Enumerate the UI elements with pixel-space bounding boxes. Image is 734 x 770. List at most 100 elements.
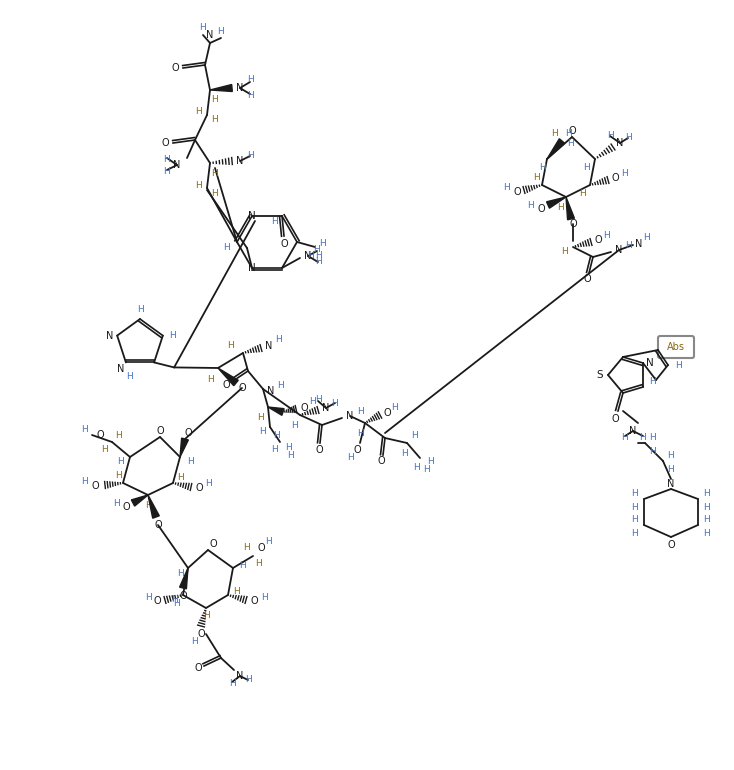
Polygon shape: [566, 197, 575, 219]
Text: H: H: [217, 28, 225, 36]
Polygon shape: [210, 85, 233, 92]
Text: N: N: [305, 251, 312, 261]
Text: O: O: [239, 383, 246, 393]
Text: H: H: [558, 203, 564, 212]
Text: H: H: [244, 675, 251, 685]
Text: H: H: [632, 503, 639, 511]
Text: O: O: [383, 408, 390, 418]
Text: H: H: [310, 397, 316, 407]
Text: H: H: [308, 252, 314, 260]
Text: H: H: [704, 528, 711, 537]
Text: H: H: [625, 132, 631, 142]
Text: O: O: [595, 235, 602, 245]
Text: H: H: [534, 172, 540, 182]
Text: H: H: [625, 240, 631, 249]
Text: O: O: [513, 187, 521, 197]
Text: H: H: [319, 239, 327, 249]
Text: H: H: [186, 457, 193, 467]
Text: H: H: [346, 453, 353, 461]
Text: H: H: [258, 427, 266, 437]
Text: H: H: [81, 477, 88, 486]
Text: O: O: [257, 543, 265, 553]
Text: H: H: [668, 451, 675, 460]
Text: H: H: [315, 257, 321, 266]
Text: H: H: [257, 413, 264, 421]
Text: N: N: [667, 479, 675, 489]
Text: O: O: [377, 456, 385, 466]
Text: H: H: [211, 169, 219, 178]
Text: H: H: [313, 246, 320, 254]
Text: H: H: [207, 376, 214, 384]
Text: H: H: [191, 637, 197, 645]
Text: H: H: [117, 457, 123, 467]
Text: H: H: [211, 189, 217, 199]
Text: H: H: [145, 500, 151, 510]
Text: H: H: [562, 247, 568, 256]
Text: O: O: [154, 520, 161, 530]
Text: H: H: [675, 360, 681, 370]
Text: H: H: [622, 169, 628, 178]
Text: O: O: [280, 239, 288, 249]
Text: O: O: [195, 483, 203, 493]
Text: H: H: [426, 457, 433, 466]
Polygon shape: [148, 495, 159, 518]
Text: H: H: [528, 200, 534, 209]
Text: H: H: [164, 156, 170, 165]
Text: N: N: [248, 211, 256, 221]
Text: H: H: [244, 544, 250, 553]
Text: H: H: [578, 189, 586, 197]
Text: H: H: [704, 503, 711, 511]
Text: H: H: [196, 108, 203, 116]
Text: H: H: [603, 230, 609, 239]
Text: H: H: [632, 528, 639, 537]
Text: O: O: [156, 426, 164, 436]
Text: H: H: [315, 396, 321, 404]
Text: N: N: [236, 671, 244, 681]
Text: H: H: [567, 139, 575, 148]
Text: H: H: [606, 130, 614, 139]
Text: H: H: [203, 611, 209, 621]
Polygon shape: [547, 197, 566, 208]
Text: H: H: [277, 380, 283, 390]
Text: H: H: [401, 448, 408, 457]
Text: H: H: [228, 678, 236, 688]
Text: H: H: [196, 182, 203, 190]
Text: H: H: [233, 588, 239, 597]
Text: H: H: [291, 420, 299, 430]
Text: N: N: [173, 160, 181, 170]
Text: N: N: [117, 364, 125, 374]
Text: H: H: [247, 150, 253, 159]
Text: H: H: [115, 430, 121, 440]
Text: H: H: [81, 424, 87, 434]
Text: H: H: [639, 433, 647, 441]
Text: H: H: [239, 561, 247, 570]
Text: H: H: [286, 451, 294, 460]
Text: N: N: [248, 263, 256, 273]
Text: H: H: [316, 250, 322, 259]
Text: H: H: [101, 444, 109, 454]
Text: H: H: [650, 377, 656, 387]
Text: N: N: [236, 83, 244, 93]
Polygon shape: [547, 139, 564, 159]
Text: Abs: Abs: [667, 342, 685, 352]
Text: H: H: [566, 129, 573, 138]
Text: H: H: [211, 95, 219, 105]
Text: N: N: [236, 156, 244, 166]
Text: S: S: [597, 370, 603, 380]
Text: O: O: [584, 274, 591, 284]
Text: H: H: [178, 474, 184, 483]
Text: H: H: [332, 399, 338, 407]
Text: H: H: [272, 430, 280, 440]
Text: H: H: [164, 166, 170, 176]
Text: O: O: [611, 414, 619, 424]
Text: H: H: [126, 372, 134, 381]
Text: H: H: [266, 537, 272, 547]
Text: H: H: [145, 592, 151, 601]
Text: H: H: [206, 478, 212, 487]
Text: H: H: [228, 340, 234, 350]
Text: O: O: [209, 539, 217, 549]
Text: O: O: [91, 481, 99, 491]
Text: O: O: [222, 380, 230, 390]
Text: O: O: [179, 591, 187, 601]
Text: O: O: [161, 138, 169, 148]
